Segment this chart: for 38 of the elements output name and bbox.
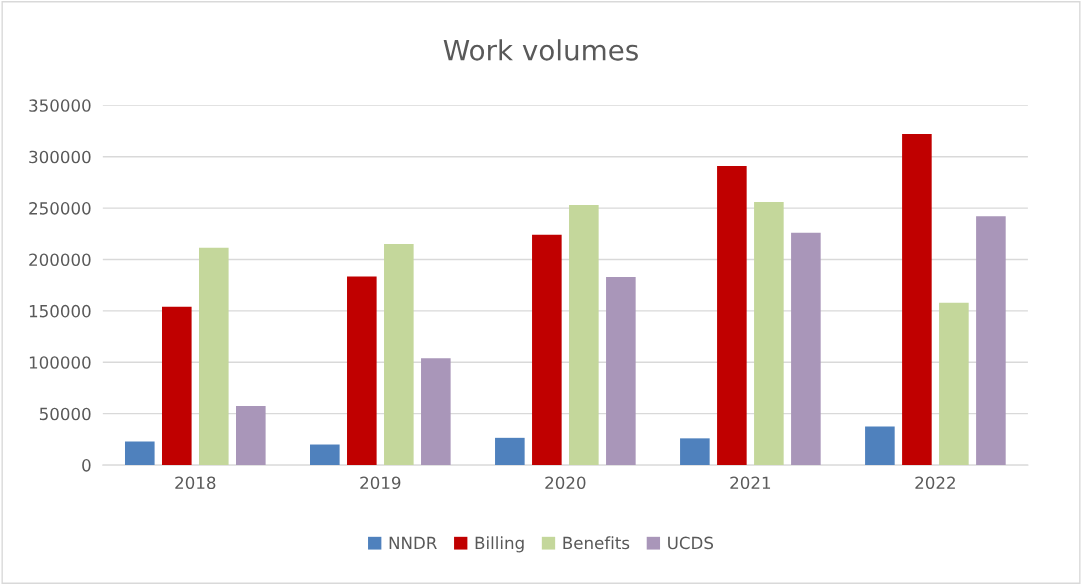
bar	[124, 441, 155, 466]
bar	[902, 134, 932, 466]
y-tick-label: 250000	[29, 202, 91, 215]
bar	[495, 437, 525, 466]
bar	[162, 306, 192, 466]
bar	[754, 201, 784, 466]
y-tick-label: 200000	[29, 253, 91, 267]
bar	[939, 302, 969, 466]
legend-label: Billing	[475, 536, 524, 553]
y-tick-label: 100000	[29, 356, 91, 369]
y-tick-label: 0	[82, 459, 91, 472]
bar	[865, 426, 895, 466]
bar	[347, 276, 377, 466]
bar	[310, 444, 340, 466]
x-tick-label: 2020	[545, 476, 586, 490]
x-tick-label: 2021	[730, 476, 771, 490]
y-tick-label: 50000	[39, 407, 91, 421]
bar	[976, 216, 1006, 466]
legend-label: Benefits	[563, 536, 630, 550]
bar	[199, 247, 229, 466]
bar	[791, 232, 821, 466]
bar	[606, 276, 636, 466]
x-tick-label: 2022	[915, 476, 955, 490]
bar	[717, 165, 747, 466]
chart-title: Work volumes	[443, 39, 638, 61]
legend-label: UCDS	[668, 536, 714, 550]
bar	[680, 438, 710, 466]
y-tick-label: 150000	[29, 304, 91, 318]
y-tick-label: 300000	[29, 150, 91, 164]
bar	[421, 358, 451, 466]
bar	[532, 234, 562, 466]
legend-label: NNDR	[389, 536, 437, 549]
x-tick-label: 2019	[360, 476, 401, 490]
y-tick-label: 350000	[29, 99, 91, 112]
x-tick-label: 2018	[175, 476, 216, 490]
bar	[384, 244, 414, 466]
bar	[569, 205, 599, 466]
bar	[236, 405, 266, 466]
